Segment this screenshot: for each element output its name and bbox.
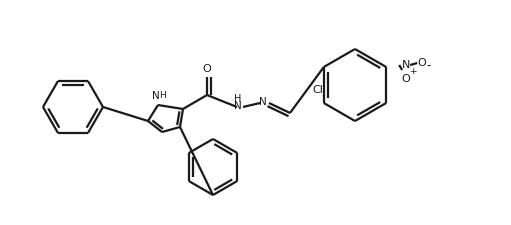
Text: H: H <box>235 94 242 104</box>
Text: N: N <box>402 60 410 70</box>
Text: O: O <box>402 74 410 84</box>
Text: N: N <box>259 97 267 107</box>
Text: N: N <box>234 101 242 111</box>
Text: +: + <box>409 67 417 76</box>
Text: O: O <box>203 64 212 74</box>
Text: H: H <box>159 92 167 101</box>
Text: N: N <box>152 91 160 101</box>
Text: O: O <box>418 58 427 68</box>
Text: Cl: Cl <box>312 85 323 95</box>
Text: -: - <box>426 59 430 72</box>
